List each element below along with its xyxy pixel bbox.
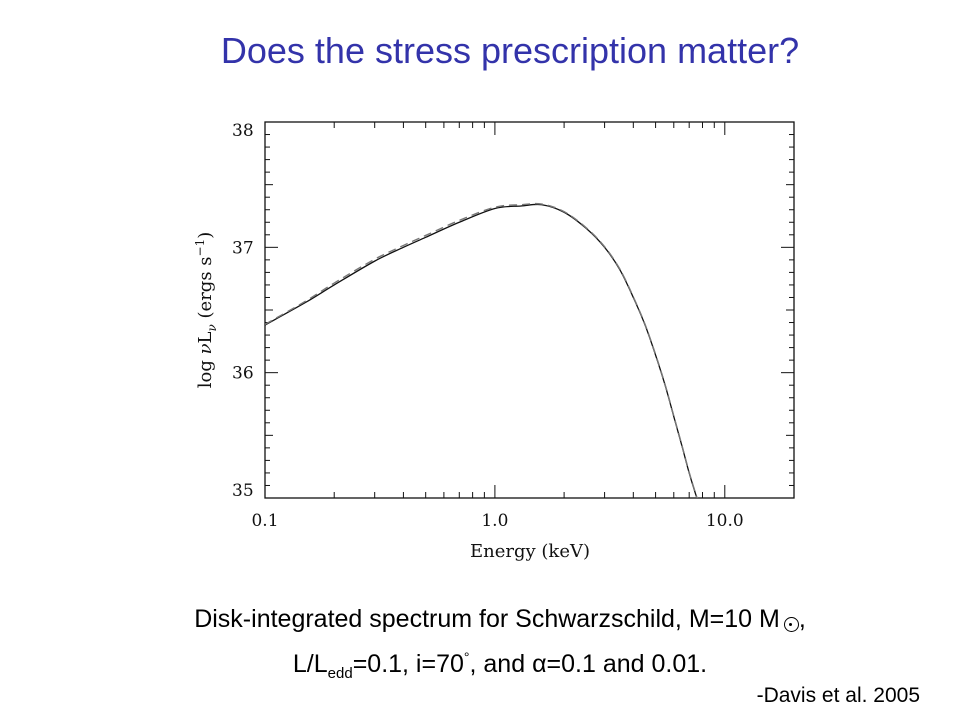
sun-symbol-icon <box>783 617 799 632</box>
plot-frame <box>264 121 795 499</box>
series-line-dashed <box>265 202 698 498</box>
caption-line-1: Disk-integrated spectrum for Schwarzschi… <box>194 605 806 633</box>
series-group <box>265 202 698 498</box>
x-tick-label: 10.0 <box>706 511 744 531</box>
tick-labels: 0.1 1.0 10.0 35 36 37 38 <box>232 121 744 531</box>
figure-caption: Disk-integrated spectrum for Schwarzschi… <box>0 600 960 693</box>
y-tick-label: 37 <box>232 238 254 258</box>
y-tick-label: 36 <box>232 364 254 384</box>
citation-credit: -Davis et al. 2005 <box>756 684 920 707</box>
y-tick-label: 38 <box>232 121 254 141</box>
caption-line-2: L/Ledd=0.1, i=70°, and α=0.1 and 0.01. <box>292 649 708 682</box>
y-tick-label: 35 <box>232 481 254 501</box>
x-axis-label: Energy (keV) <box>470 541 590 562</box>
x-tick-label: 0.1 <box>251 511 278 531</box>
axis-ticks <box>264 121 795 499</box>
series-line-solid <box>265 203 698 498</box>
y-axis-label: log νLν (ergs s−1) <box>193 232 219 389</box>
x-tick-label: 1.0 <box>481 511 508 531</box>
slide-title: Does the stress prescription matter? <box>220 30 800 71</box>
